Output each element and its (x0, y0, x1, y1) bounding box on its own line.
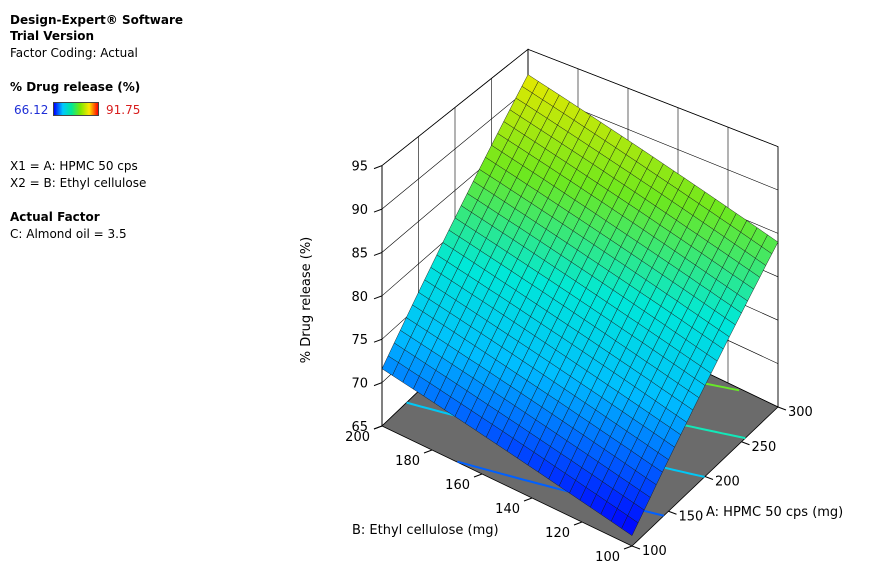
y-tick (423, 449, 433, 454)
z-tick (373, 165, 383, 170)
surface-cell (621, 515, 639, 536)
factor-coding: Factor Coding: Actual (10, 46, 138, 60)
trial-version: Trial Version (10, 29, 95, 43)
factor-x2: X2 = B: Ethyl cellulose (10, 176, 147, 190)
plot-frame (373, 165, 787, 550)
x-tick (741, 441, 750, 446)
z-tick-label: 85 (351, 246, 368, 261)
z-tick (373, 338, 383, 343)
x-tick (631, 545, 641, 550)
response-title: % Drug release (%) (10, 80, 141, 94)
x-tick-label: 200 (715, 475, 740, 490)
x-tick-label: 300 (788, 405, 813, 420)
z-tick-label: 95 (351, 160, 368, 175)
z-tick (373, 251, 383, 256)
x-tick-label: 100 (642, 544, 667, 559)
y-tick (473, 473, 483, 478)
y-tick-label: 200 (345, 430, 370, 445)
y-tick (573, 521, 583, 526)
z-tick (373, 208, 383, 213)
z-axis-title: % Drug release (%) (299, 237, 314, 364)
y-tick-label: 180 (395, 454, 420, 469)
actual-factor-c: C: Almond oil = 3.5 (10, 227, 127, 241)
x-axis-title: A: HPMC 50 cps (mg) (706, 505, 843, 520)
color-legend-bar (53, 102, 99, 116)
z-tick (373, 382, 383, 387)
x-tick (777, 406, 787, 411)
y-tick-label: 100 (595, 550, 620, 565)
x-tick (668, 510, 677, 515)
legend-max: 91.75 (106, 103, 141, 117)
legend-min: 66.12 (14, 103, 49, 117)
response-surface (381, 74, 779, 536)
x-tick-label: 250 (752, 440, 777, 455)
z-tick-label: 65 (351, 420, 368, 435)
y-tick-label: 160 (445, 478, 470, 493)
x-tick-label: 150 (679, 509, 704, 524)
axis-labels: 65 70 75 80 85 90 95 100 120 140 160 180 200 100 150 20… (299, 160, 843, 565)
z-tick-label: 70 (351, 377, 368, 392)
y-tick (523, 497, 533, 502)
y-tick-label: 120 (545, 526, 570, 541)
z-tick (373, 295, 383, 300)
y-tick (623, 545, 633, 550)
z-tick-label: 75 (351, 333, 368, 348)
factor-x1: X1 = A: HPMC 50 cps (10, 159, 138, 173)
software-name: Design-Expert® Software (10, 13, 184, 27)
actual-factor-title: Actual Factor (10, 210, 100, 224)
z-tick-label: 80 (351, 290, 368, 305)
y-tick (373, 425, 383, 430)
z-tick-label: 90 (351, 203, 368, 218)
x-tick (704, 476, 714, 480)
y-axis-title: B: Ethyl cellulose (mg) (352, 523, 499, 538)
y-tick-label: 140 (495, 502, 520, 517)
